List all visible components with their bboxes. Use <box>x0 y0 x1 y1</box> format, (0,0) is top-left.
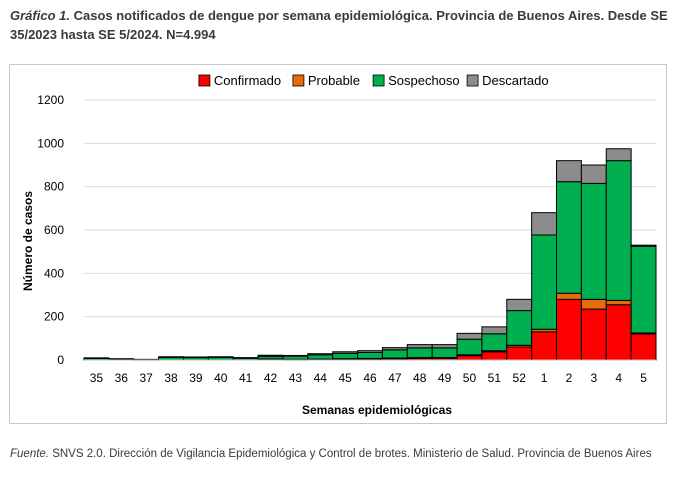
bar-probable-3 <box>580 298 607 310</box>
bar-descartado-51 <box>481 326 508 335</box>
bar-descartado-41 <box>232 357 259 359</box>
bar-descartado-1 <box>531 212 558 236</box>
x-tick-label: 47 <box>388 371 402 385</box>
bar-descartado-43 <box>282 354 309 357</box>
bar-descartado-48 <box>406 344 433 349</box>
source-lead: Fuente. <box>10 448 49 460</box>
bar-sospechoso-3 <box>580 182 607 300</box>
bar-sospechoso-46 <box>357 351 383 359</box>
y-axis-label: Número de casos <box>21 191 35 291</box>
bar-confirmado-51 <box>481 351 508 361</box>
bar-descartado-45 <box>332 351 359 354</box>
x-tick-label: 42 <box>264 371 278 385</box>
bar-confirmado-4 <box>605 304 632 361</box>
x-tick-label: 44 <box>314 371 328 385</box>
x-tick-label: 2 <box>566 371 573 385</box>
y-tick-label: 200 <box>44 310 64 324</box>
legend-label: Confirmado <box>214 73 281 88</box>
source-note: Fuente. SNVS 2.0. Dirección de Vigilanci… <box>10 446 670 463</box>
x-tick-label: 40 <box>214 371 228 385</box>
x-tick-label: 5 <box>640 371 647 385</box>
bar-descartado-52 <box>506 298 533 312</box>
x-tick-label: 1 <box>541 371 548 385</box>
x-tick-label: 51 <box>488 371 502 385</box>
bar-descartado-5 <box>630 244 657 247</box>
bar-descartado-35 <box>83 357 110 359</box>
figure-caption: Gráfico 1. Casos notificados de dengue p… <box>10 6 670 44</box>
bar-descartado-40 <box>207 356 234 358</box>
legend-label: Descartado <box>482 73 548 88</box>
bar-descartado-3 <box>580 164 607 184</box>
caption-lead: Gráfico 1. <box>10 8 70 23</box>
bar-sospechoso-52 <box>506 310 533 346</box>
bar-descartado-47 <box>381 347 408 351</box>
bar-sospechoso-47 <box>381 349 408 359</box>
bar-descartado-49 <box>431 344 458 349</box>
legend-label: Probable <box>308 73 360 88</box>
x-tick-label: 39 <box>189 371 203 385</box>
bars <box>83 148 657 361</box>
bar-confirmado-50 <box>456 355 483 361</box>
bar-descartado-50 <box>456 332 483 340</box>
legend-swatch <box>372 74 385 87</box>
bar-confirmado-52 <box>506 346 533 361</box>
x-tick-label: 49 <box>438 371 452 385</box>
y-tick-label: 0 <box>57 353 64 367</box>
legend-swatch <box>198 74 211 87</box>
bar-confirmado-3 <box>580 308 607 361</box>
bar-sospechoso-48 <box>406 347 433 359</box>
bar-sospechoso-2 <box>556 181 582 294</box>
bar-sospechoso-1 <box>531 234 558 330</box>
bar-sospechoso-45 <box>332 352 359 360</box>
caption-text: Casos notificados de dengue por semana e… <box>10 8 668 42</box>
bar-descartado-36 <box>108 358 135 360</box>
x-tick-label: 37 <box>139 371 153 385</box>
bar-descartado-38 <box>158 356 184 358</box>
chart-frame: 0 200 400 600 800 1000 1200 35 36 37 38 39 40 41 42 43 4… <box>9 64 667 424</box>
bar-sospechoso-44 <box>307 354 334 360</box>
bar-sospechoso-51 <box>481 333 508 352</box>
bar-descartado-44 <box>307 353 334 356</box>
bar-descartado-2 <box>556 160 582 183</box>
x-tick-label: 38 <box>164 371 178 385</box>
bar-descartado-42 <box>257 354 284 357</box>
y-tick-label: 400 <box>44 266 64 280</box>
bar-sospechoso-50 <box>456 338 483 356</box>
y-tick-label: 800 <box>44 180 64 194</box>
y-tick-label: 1200 <box>37 93 64 107</box>
bar-descartado-39 <box>182 356 209 359</box>
x-axis-label: Semanas epidemiológicas <box>302 403 452 417</box>
bar-descartado-46 <box>357 350 383 353</box>
legend-swatch <box>292 74 305 87</box>
x-tick-label: 45 <box>338 371 352 385</box>
x-tick-label: 4 <box>615 371 622 385</box>
x-tick-label: 52 <box>513 371 527 385</box>
x-tick-label: 43 <box>289 371 303 385</box>
x-tick-label: 35 <box>90 371 104 385</box>
legend-label: Sospechoso <box>388 73 460 88</box>
source-text: SNVS 2.0. Dirección de Vigilancia Epidem… <box>52 448 652 460</box>
bar-confirmado-1 <box>531 331 558 361</box>
x-tick-label: 46 <box>363 371 377 385</box>
x-tick-label: 50 <box>463 371 477 385</box>
y-tick-label: 1000 <box>37 136 64 150</box>
x-tick-label: 48 <box>413 371 427 385</box>
bar-descartado-4 <box>605 148 632 162</box>
legend-swatch <box>466 74 479 87</box>
bar-probable-2 <box>556 292 582 300</box>
x-tick-label: 3 <box>590 371 597 385</box>
bar-confirmado-2 <box>556 298 582 361</box>
x-tick-label: 36 <box>115 371 129 385</box>
x-tick-label: 41 <box>239 371 253 385</box>
bar-confirmado-5 <box>630 333 657 361</box>
bar-sospechoso-5 <box>630 245 657 334</box>
bar-sospechoso-4 <box>605 160 632 301</box>
bar-probable-4 <box>605 299 632 306</box>
y-tick-label: 600 <box>44 223 64 237</box>
bar-sospechoso-49 <box>431 347 458 359</box>
legend: Confirmado Probable Sospechoso Descartado <box>198 73 549 88</box>
